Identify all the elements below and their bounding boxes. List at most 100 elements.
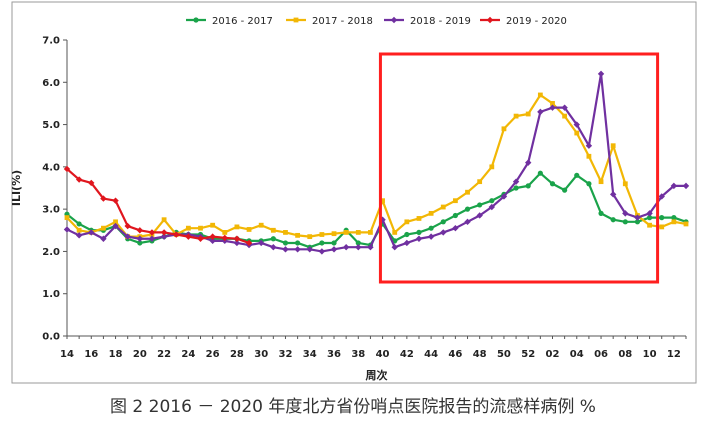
x-tick-label: 28: [230, 349, 244, 360]
x-tick-label: 42: [400, 349, 414, 360]
data-point: [101, 225, 106, 231]
y-tick-label: 6.0: [42, 78, 60, 89]
x-tick-label: 10: [643, 349, 657, 360]
data-point: [319, 240, 325, 246]
data-point: [355, 230, 361, 235]
data-point: [209, 237, 216, 245]
series-4: [63, 165, 253, 247]
data-point: [489, 198, 495, 204]
data-point: [63, 226, 71, 233]
data-point: [525, 183, 531, 189]
x-tick-label: 40: [376, 349, 390, 360]
x-tick-label: 48: [473, 349, 487, 360]
data-point: [549, 104, 556, 111]
x-tick-label: 14: [60, 349, 74, 360]
series-3: [63, 70, 690, 255]
data-point: [598, 179, 604, 185]
data-point: [270, 244, 277, 251]
x-tick-label: 52: [521, 349, 535, 360]
x-tick-label: 36: [327, 349, 341, 360]
x-tick-label: 44: [424, 349, 438, 360]
data-point: [610, 143, 616, 149]
data-point: [295, 240, 301, 246]
data-point: [209, 233, 216, 240]
y-tick-label: 0.0: [42, 332, 60, 343]
legend-label: 2016 - 2017: [212, 16, 273, 27]
data-point: [452, 224, 459, 232]
x-tick-label: 32: [279, 349, 293, 360]
data-point: [647, 222, 652, 228]
x-tick-label: 18: [109, 349, 123, 360]
x-tick-label: 04: [570, 349, 584, 360]
legend-swatch-marker: [486, 16, 494, 24]
data-point: [440, 204, 446, 210]
data-point: [465, 189, 470, 195]
data-point: [295, 232, 301, 238]
data-point: [550, 101, 555, 106]
data-point: [525, 111, 531, 117]
x-tick-label: 02: [546, 349, 560, 360]
data-point: [185, 233, 192, 240]
data-point: [137, 240, 143, 246]
data-point: [477, 202, 483, 208]
x-tick-label: 30: [254, 349, 268, 360]
legend-swatch-marker: [193, 17, 199, 23]
y-tick-label: 4.0: [42, 162, 60, 173]
data-point: [573, 121, 580, 128]
data-point: [160, 229, 168, 236]
y-tick-label: 5.0: [42, 120, 60, 131]
series-line: [66, 72, 686, 253]
data-point: [440, 229, 447, 236]
data-point: [88, 229, 95, 236]
data-point: [477, 179, 483, 185]
data-point: [537, 108, 544, 116]
data-point: [233, 239, 241, 247]
data-point: [622, 181, 628, 187]
data-point: [210, 222, 216, 228]
data-point: [294, 246, 301, 253]
data-point: [428, 210, 434, 216]
figure-caption: 图 2 2016 － 2020 年度北方省份哨点医院报告的流感样病例 %: [110, 397, 596, 417]
data-point: [416, 216, 422, 221]
data-point: [343, 230, 349, 235]
legend-label: 2017 - 2018: [312, 16, 373, 27]
x-tick-label: 16: [84, 349, 98, 360]
data-point: [257, 239, 265, 247]
y-tick-label: 2.0: [42, 247, 60, 258]
data-point: [586, 181, 592, 187]
data-point: [671, 215, 677, 221]
data-point: [160, 233, 168, 240]
data-point: [88, 179, 95, 187]
data-point: [367, 244, 374, 251]
x-tick-label: 22: [157, 349, 171, 360]
data-point: [537, 170, 543, 176]
legend-item-1: 2016 - 2017: [186, 16, 273, 27]
data-point: [622, 210, 629, 217]
data-point: [452, 212, 458, 219]
data-point: [513, 185, 519, 191]
data-point: [682, 182, 690, 190]
data-point: [452, 198, 458, 204]
data-point: [380, 198, 385, 204]
data-point: [427, 233, 435, 240]
data-point: [574, 130, 580, 136]
data-point: [634, 214, 641, 221]
data-point: [646, 215, 653, 221]
data-point: [76, 227, 82, 233]
data-point: [561, 104, 568, 111]
data-point: [221, 234, 228, 242]
x-tick-label: 26: [206, 349, 220, 360]
x-tick-label: 12: [667, 349, 681, 360]
data-point: [233, 235, 241, 242]
data-point: [488, 203, 496, 211]
data-point: [113, 219, 118, 225]
data-point: [609, 191, 617, 198]
data-point: [428, 225, 434, 231]
data-point: [306, 246, 313, 253]
data-point: [112, 222, 119, 230]
data-point: [476, 212, 483, 219]
data-point: [440, 219, 446, 225]
data-point: [173, 231, 180, 238]
data-point: [331, 231, 337, 237]
